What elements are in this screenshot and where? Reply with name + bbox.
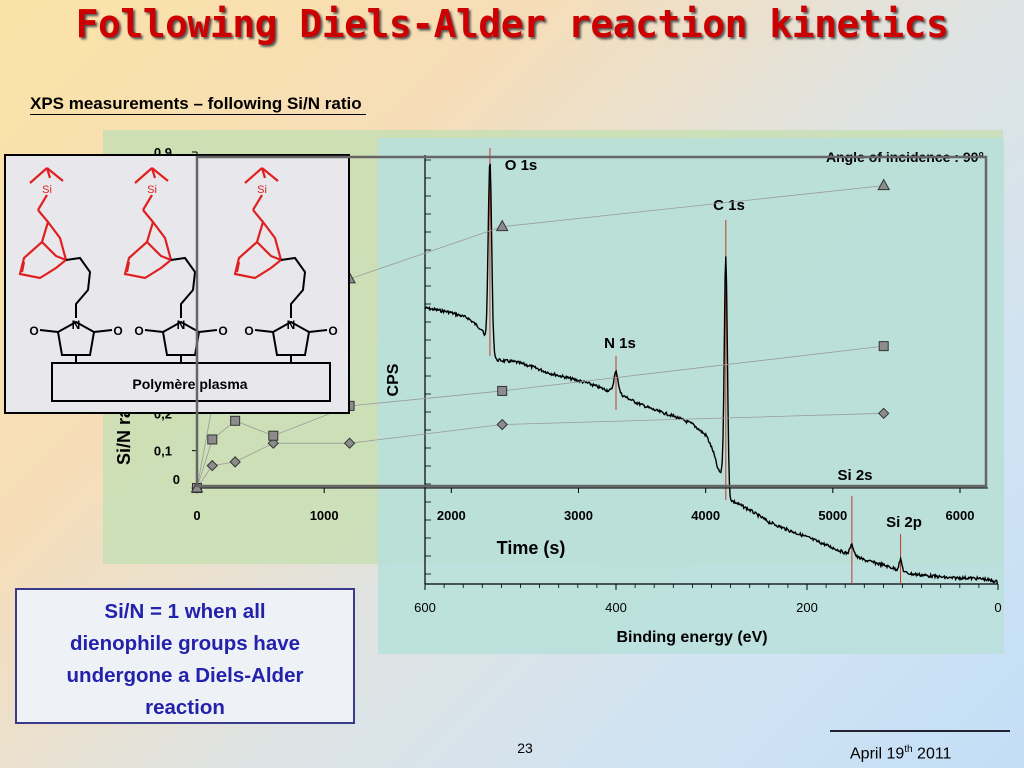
kinetics-point-square: [497, 385, 508, 396]
oxygen-atom-label: O: [113, 324, 122, 338]
oxygen-atom-label: O: [244, 324, 253, 338]
xps-spectrum-line: [424, 163, 998, 584]
norbornene-maleimide-molecule: Si N O O: [18, 167, 123, 363]
xps-y-minor-ticks: [425, 159, 431, 575]
conclusion-box: Si/N = 1 when all dienophile groups have…: [15, 588, 355, 724]
molecule-frame: [4, 154, 350, 414]
xps-plot-area: [378, 138, 1004, 654]
kinetics-point-diamond: [206, 459, 218, 472]
oxygen-atom-label: O: [134, 324, 143, 338]
kinetics-x-label: Time (s): [497, 538, 566, 558]
substrate-label: Polymère plasma: [132, 376, 247, 392]
conclusion-line-4: reaction: [145, 696, 225, 719]
slide-subtitle: XPS measurements – following Si/N ratio: [30, 94, 366, 115]
kinetics-point-diamond: [877, 407, 890, 420]
xps-peak-label: Si 2s: [837, 467, 872, 484]
kinetics-x-tick-label: 4000: [691, 508, 720, 523]
silicon-atom-label: Si: [42, 184, 52, 196]
xps-y-label: CPS: [385, 363, 402, 396]
xps-peak-labels: O 1s N 1s C 1s Si 2s Si 2p: [505, 157, 922, 531]
xps-x-ticks: 600 400 200 0: [414, 584, 1002, 615]
kinetics-x-tick-label: 0: [193, 508, 200, 523]
kinetics-point-square: [878, 341, 889, 352]
conclusion-line-3: undergone a Diels-Alder: [66, 664, 304, 687]
oxygen-atom-label: O: [328, 324, 337, 338]
oxygen-atom-label: O: [29, 324, 38, 338]
kinetics-point-triangle: [495, 219, 509, 232]
footer-divider: [830, 730, 1010, 732]
xps-x-tick-label: 400: [605, 600, 627, 615]
kinetics-point-diamond: [496, 418, 508, 431]
slide-date: April 19th 2011: [850, 744, 951, 763]
xps-x-label: Binding energy (eV): [616, 629, 767, 646]
substrate-box: [51, 362, 331, 402]
date-superscript: th: [904, 744, 913, 755]
slide-title: Following Diels-Alder reaction kinetics: [75, 2, 949, 46]
overlay-frame: [195, 155, 988, 488]
kinetics-y-tick-label: 0,1: [154, 444, 172, 459]
oxygen-atom-label: O: [218, 324, 227, 338]
conclusion-line-2: dienophile groups have: [69, 632, 301, 655]
nitrogen-atom-label: N: [72, 318, 81, 332]
xps-peak-label: O 1s: [505, 157, 538, 174]
kinetics-x-tick-label: 3000: [564, 508, 593, 523]
norbornene-maleimide-molecule: Si N O O: [233, 167, 338, 363]
silicon-atom-label: Si: [257, 184, 267, 196]
xps-x-tick-label: 200: [796, 600, 818, 615]
nitrogen-atom-label: N: [287, 318, 296, 332]
kinetics-point-diamond: [343, 437, 356, 449]
xps-x-tick-label: 0: [994, 600, 1001, 615]
kinetics-x-tick-label: 6000: [946, 508, 975, 523]
kinetics-series-line: [196, 412, 884, 489]
page-number: 23: [517, 740, 533, 756]
xps-x-tick-label: 600: [414, 600, 436, 615]
kinetics-x-tick-label: 5000: [818, 508, 847, 523]
kinetics-point-diamond: [229, 456, 241, 468]
xps-peak-label: Si 2p: [886, 514, 922, 531]
kinetics-x-tick-label: 1000: [310, 508, 339, 523]
date-year: 2011: [912, 745, 952, 763]
xps-peak-label: N 1s: [604, 335, 636, 352]
xps-peak-label: C 1s: [713, 197, 745, 214]
kinetics-x-tick-label: 2000: [437, 508, 466, 523]
kinetics-point-square: [207, 434, 218, 445]
kinetics-point-square: [268, 430, 279, 441]
silicon-atom-label: Si: [147, 184, 157, 196]
conclusion-line-1: Si/N = 1 when all: [104, 600, 266, 623]
kinetics-y-tick-label: 0: [173, 472, 180, 487]
kinetics-point-triangle: [877, 178, 891, 191]
norbornene-maleimide-molecule: Si N O O: [123, 167, 228, 363]
nitrogen-atom-label: N: [177, 318, 186, 332]
kinetics-point-square: [230, 415, 241, 426]
date-text: April 19: [850, 745, 905, 763]
